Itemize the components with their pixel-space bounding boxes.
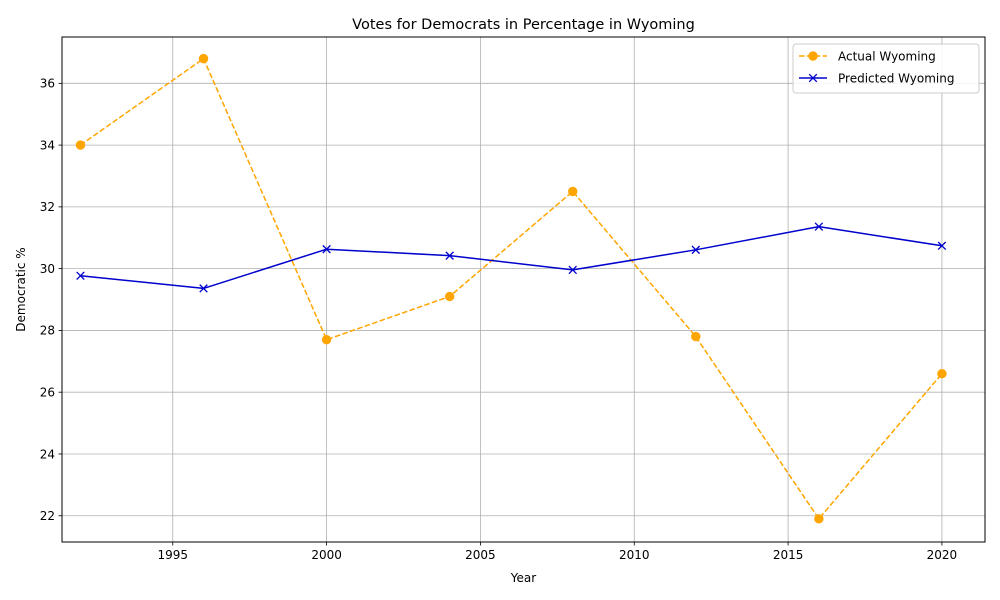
data-point [814,514,824,524]
legend: Actual Wyoming Predicted Wyoming [792,43,980,94]
y-tick-label: 36 [40,77,55,91]
x-tick-label: 2020 [927,548,958,562]
ticks: 1995 2000 2005 2010 2015 2020 22 24 26 28 30 32 34 36 [40,77,957,562]
series-line [80,225,943,290]
data-point [75,140,86,150]
data-point [198,53,209,64]
series-predicted-wyoming [76,222,947,293]
x-tick-label: 2005 [465,548,496,562]
legend-marker [808,51,818,61]
series-actual-wyoming [75,53,947,524]
data-point [937,368,947,379]
y-tick-label: 26 [40,385,55,399]
y-tick-label: 34 [40,138,55,152]
y-tick-label: 32 [40,200,55,214]
legend-label: Actual Wyoming [838,49,936,63]
data-point [322,244,331,254]
data-point [321,334,332,345]
data-point [568,186,578,197]
y-axis-title: Democratic % [14,247,28,331]
legend-marker [808,73,818,83]
legend-entry: Actual Wyoming [799,49,936,63]
data-point [568,265,577,275]
legend-box [792,43,980,94]
data-point [76,271,85,281]
y-tick-label: 30 [40,262,55,276]
x-tick-label: 1995 [157,548,188,562]
series-line [80,57,943,520]
x-tick-label: 2015 [773,548,804,562]
data-point [691,245,701,255]
data-point [937,241,947,251]
legend-label: Predicted Wyoming [838,71,955,85]
data-point [814,222,824,231]
plot-frame [61,36,986,543]
x-axis-title: Year [510,571,536,585]
data-point [444,291,455,302]
legend-entry: Predicted Wyoming [799,71,955,85]
chart-title: Votes for Democrats in Percentage in Wyo… [352,17,695,33]
series-layer [75,53,947,524]
y-tick-label: 24 [40,447,55,461]
grid [62,37,985,542]
x-tick-label: 2010 [619,548,650,562]
data-point [691,331,701,342]
y-tick-label: 28 [40,324,55,338]
y-tick-label: 22 [40,509,55,523]
x-tick-label: 2000 [311,548,342,562]
data-point [199,284,208,293]
data-point [445,251,454,260]
